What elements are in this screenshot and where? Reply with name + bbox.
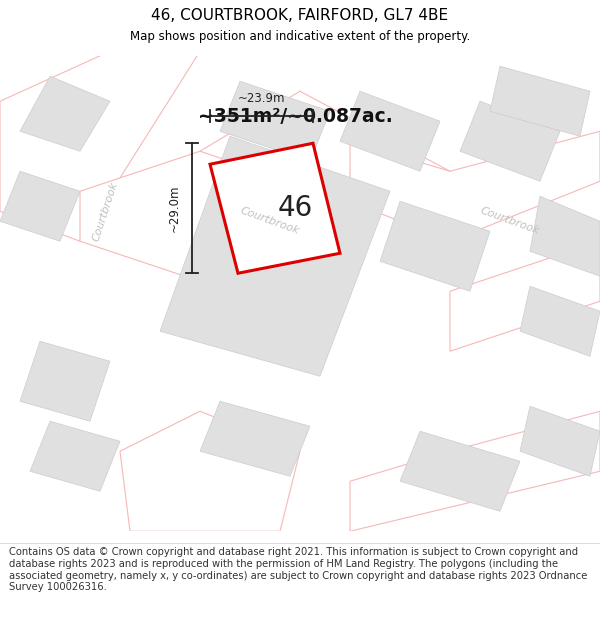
Polygon shape — [120, 411, 300, 531]
Text: Courtbrook: Courtbrook — [479, 206, 541, 237]
Polygon shape — [20, 341, 110, 421]
Polygon shape — [210, 143, 340, 273]
Text: ~23.9m: ~23.9m — [238, 92, 285, 105]
Polygon shape — [450, 241, 600, 351]
Text: 46, COURTBROOK, FAIRFORD, GL7 4BE: 46, COURTBROOK, FAIRFORD, GL7 4BE — [151, 8, 449, 23]
Polygon shape — [160, 136, 390, 376]
Polygon shape — [520, 286, 600, 356]
Text: Courtbrook: Courtbrook — [91, 180, 119, 243]
Polygon shape — [400, 431, 520, 511]
Text: 46: 46 — [278, 194, 313, 222]
Polygon shape — [520, 406, 600, 476]
Polygon shape — [220, 81, 330, 161]
Text: Map shows position and indicative extent of the property.: Map shows position and indicative extent… — [130, 31, 470, 44]
Polygon shape — [350, 411, 600, 531]
Polygon shape — [490, 66, 590, 136]
Polygon shape — [380, 201, 490, 291]
Polygon shape — [200, 401, 310, 476]
Polygon shape — [530, 196, 600, 276]
Polygon shape — [20, 76, 110, 151]
Polygon shape — [350, 131, 600, 241]
Polygon shape — [460, 101, 560, 181]
Polygon shape — [0, 171, 80, 241]
Polygon shape — [0, 51, 200, 241]
Polygon shape — [80, 151, 350, 281]
Text: ~351m²/~0.087ac.: ~351m²/~0.087ac. — [197, 107, 392, 126]
Polygon shape — [30, 421, 120, 491]
Polygon shape — [340, 91, 440, 171]
Text: Contains OS data © Crown copyright and database right 2021. This information is : Contains OS data © Crown copyright and d… — [9, 548, 587, 592]
Text: ~29.0m: ~29.0m — [167, 184, 181, 232]
Text: Courtbrook: Courtbrook — [239, 206, 301, 237]
